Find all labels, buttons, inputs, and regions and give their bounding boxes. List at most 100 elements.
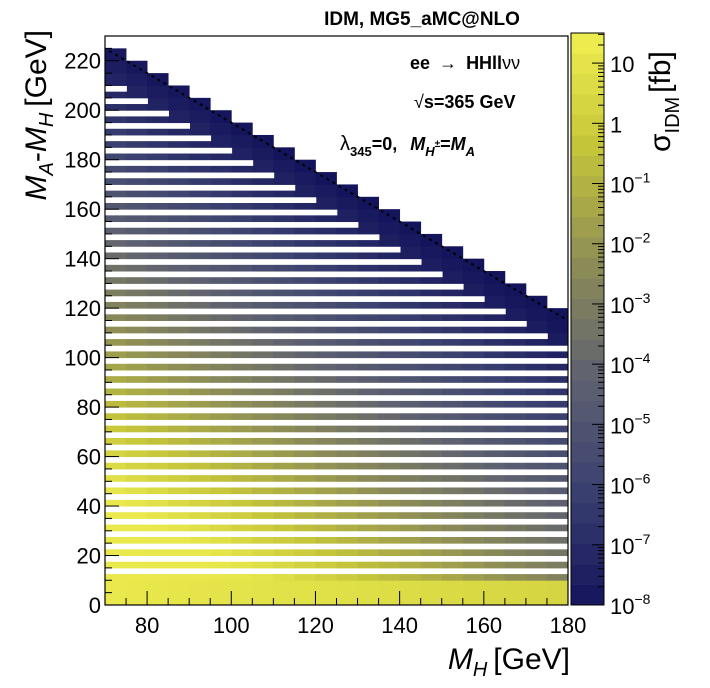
heatmap-cell	[273, 580, 295, 594]
x-tick-label: 100	[213, 613, 250, 638]
unsampled-stripe	[105, 543, 568, 550]
colorbar-band	[571, 33, 604, 54]
colorbar-frame	[570, 32, 605, 606]
heatmap-cell	[399, 592, 422, 606]
colorbar-band	[571, 176, 604, 197]
heatmap-cell	[483, 283, 506, 297]
heatmap-cell	[546, 332, 569, 346]
unsampled-stripe	[105, 444, 568, 451]
unsampled-stripe	[105, 457, 568, 463]
kinematic-limit-line	[108, 49, 569, 322]
heatmap-cell	[147, 580, 169, 594]
colorbar-band	[571, 155, 604, 177]
x-tick-label: 160	[465, 613, 502, 638]
heatmap-cell	[441, 580, 464, 594]
heatmap-cell	[252, 580, 274, 594]
heatmap-cell	[315, 196, 337, 210]
heatmap-cell	[147, 97, 169, 111]
colorbar-band	[571, 400, 604, 422]
heatmap-cell	[483, 580, 506, 594]
z-tick-label: 10−7	[610, 531, 651, 559]
heatmap-cell	[294, 172, 316, 185]
heatmap-cell	[252, 159, 274, 173]
heatmap-cell	[357, 592, 379, 606]
heatmap-cell	[126, 73, 148, 86]
z-tick-label: 10−2	[610, 230, 651, 258]
heatmap-cell	[336, 196, 358, 210]
heatmap-cell	[378, 221, 401, 235]
colorbar-band	[571, 441, 604, 463]
heatmap-cell	[462, 283, 485, 297]
heatmap-cell	[273, 592, 295, 606]
colorbar-band	[571, 135, 604, 156]
unsampled-stripe	[105, 419, 568, 426]
heatmap-cell	[378, 580, 401, 594]
unsampled-stripe	[105, 209, 338, 216]
z-tick-label: 10−6	[610, 471, 651, 499]
x-tick-label: 140	[381, 613, 418, 638]
colorbar	[571, 33, 604, 606]
process-annotation: ee → HHllνν	[410, 53, 520, 73]
heatmap-cell	[462, 580, 485, 594]
unsampled-stripe	[105, 184, 296, 191]
heatmap-cell	[252, 147, 274, 161]
y-tick-label: 220	[64, 49, 101, 74]
y-tick-label: 0	[89, 593, 101, 618]
colorbar-band	[571, 237, 604, 259]
heatmap-cell	[252, 592, 274, 606]
colorbar-band	[571, 523, 604, 545]
colorbar-band	[571, 73, 604, 95]
colorbar-band	[571, 94, 604, 116]
heatmap-cell	[525, 580, 548, 594]
unsampled-stripe	[105, 333, 548, 340]
unsampled-stripe	[105, 110, 169, 117]
y-axis-label: MA-MH[GeV]	[20, 30, 58, 201]
colorbar-band	[571, 278, 604, 299]
heatmap-cell	[210, 122, 232, 136]
colorbar-band	[571, 502, 604, 524]
heatmap-cell	[504, 580, 527, 594]
heatmap-cell	[189, 580, 211, 594]
unsampled-stripe	[105, 283, 464, 290]
heatmap-cell	[168, 110, 190, 123]
x-axis-label: MH [GeV]	[448, 643, 570, 681]
heatmap-cell	[483, 271, 506, 284]
colorbar-band	[571, 114, 604, 136]
heatmap-cell	[294, 580, 316, 594]
heatmap-cell	[462, 592, 485, 606]
unsampled-stripe	[105, 494, 568, 500]
y-axis: 0 20 40 60 80 100 120 140 160 180 200 220	[64, 35, 119, 618]
heatmap-cell	[105, 60, 127, 74]
heatmap-cell	[504, 295, 527, 309]
process-arrow: →	[439, 53, 457, 73]
heatmap-cell	[105, 73, 127, 86]
heatmap-cell	[378, 592, 401, 606]
unsampled-stripe	[105, 123, 191, 129]
heatmap-cells	[105, 48, 569, 606]
z-tick-label: 10−8	[610, 591, 651, 619]
heatmap-cell	[126, 85, 148, 99]
z-tick-label: 10−3	[610, 290, 651, 318]
heatmap-cell	[105, 580, 127, 594]
y-tick-label: 120	[64, 296, 101, 321]
unsampled-stripe	[105, 234, 380, 241]
y-tick-label: 200	[64, 98, 101, 123]
heatmap-cell	[231, 147, 253, 161]
heatmap-cell	[126, 580, 148, 594]
chart-title: IDM, MG5_aMC@NLO	[324, 9, 520, 30]
y-tick-label: 160	[64, 197, 101, 222]
heatmap-cell	[546, 580, 569, 594]
colorbar-band	[571, 564, 604, 585]
unsampled-stripe	[105, 382, 568, 389]
colorbar-band	[571, 380, 604, 402]
unsampled-stripe	[105, 407, 568, 414]
z-tick-label: 10−4	[610, 350, 651, 378]
colorbar-band	[571, 319, 604, 340]
unsampled-stripe	[105, 98, 148, 105]
colorbar-axis: 10 1 10−1 10−2 10−3 10−4 10−5 10−6 10−7 10−8	[592, 33, 651, 619]
heatmap-cell	[168, 592, 190, 606]
process-neutrinos: νν	[502, 53, 520, 73]
unsampled-stripe	[105, 395, 568, 401]
heatmap-cell	[147, 592, 169, 606]
unsampled-stripe	[105, 518, 568, 525]
